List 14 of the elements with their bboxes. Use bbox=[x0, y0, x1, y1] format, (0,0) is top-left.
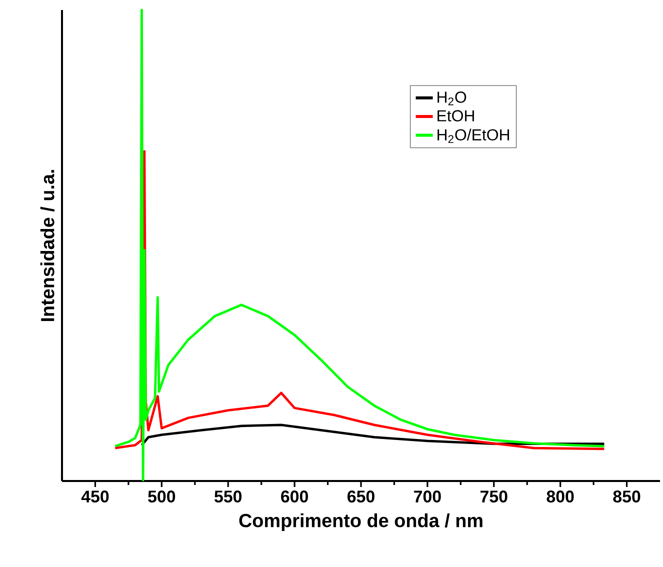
x-axis-title: Comprimento de onda / nm bbox=[239, 513, 482, 531]
x-tick-label: 600 bbox=[281, 490, 308, 503]
x-tick-label: 700 bbox=[414, 490, 441, 503]
legend-label: H$_{2}$O/EtOH bbox=[438, 128, 509, 143]
legend-label: H$_{2}$O bbox=[438, 92, 466, 106]
x-tick-label: 500 bbox=[148, 490, 176, 503]
x-tick-label: 750 bbox=[480, 490, 508, 503]
x-tick-label: 550 bbox=[214, 490, 242, 503]
x-tick-label: 450 bbox=[81, 490, 109, 503]
x-tick-label: 850 bbox=[613, 490, 640, 503]
x-tick-label: 650 bbox=[348, 490, 374, 503]
x-tick-label: 800 bbox=[546, 490, 574, 503]
y-axis-title: Intensidade / u.a. bbox=[40, 170, 54, 322]
legend-label: EtOH bbox=[438, 110, 474, 122]
